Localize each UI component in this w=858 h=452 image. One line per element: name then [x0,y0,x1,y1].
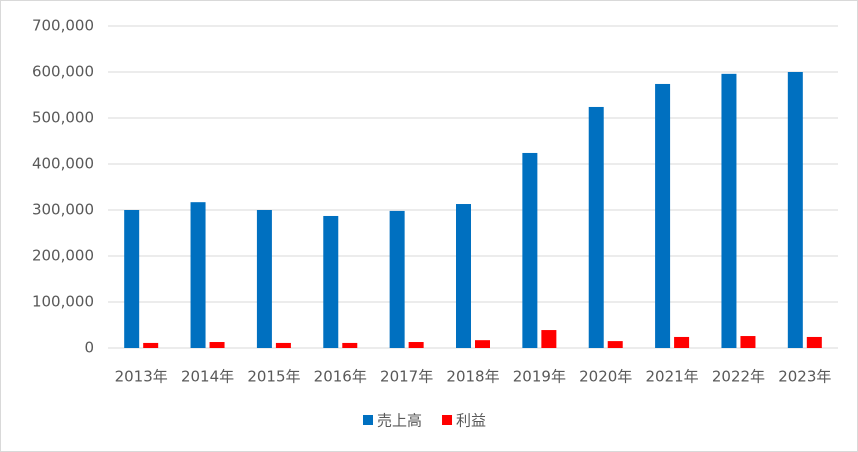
x-tick-label: 2015年 [247,368,300,386]
bar [124,210,140,348]
legend-swatch [363,415,373,425]
x-tick-label: 2019年 [513,368,566,386]
bar [456,204,471,348]
bar [256,210,272,348]
x-tick-label: 2016年 [314,368,367,386]
bar [408,342,424,348]
x-tick-label: 2023年 [778,368,831,386]
y-tick-label: 200,000 [32,247,94,265]
bar [787,72,803,348]
x-tick-label: 2018年 [446,368,499,386]
x-tick-label: 2020年 [579,368,632,386]
x-tick-label: 2014年 [181,368,234,386]
bar [190,202,206,348]
bar [323,215,339,348]
x-tick-label: 2017年 [380,368,433,386]
y-tick-label: 300,000 [32,201,94,219]
bar [522,152,538,348]
bar [607,341,623,348]
x-tick-label: 2022年 [712,368,765,386]
y-tick-label: 0 [84,339,94,357]
bar [806,336,822,348]
y-tick-label: 400,000 [32,155,94,173]
x-tick-label: 2013年 [115,368,168,386]
bar [209,342,225,348]
bar [655,83,671,349]
bar [475,340,490,348]
legend-label: 売上高 [377,412,422,430]
legend-label: 利益 [456,412,486,430]
bar [389,210,405,348]
x-tick-label: 2021年 [645,368,698,386]
bar [740,336,756,348]
y-tick-label: 600,000 [32,63,94,81]
legend-swatch [442,415,453,425]
bar [721,73,737,348]
bar [143,342,159,348]
bar [342,342,358,348]
y-tick-label: 500,000 [32,109,94,127]
bar [275,342,291,348]
y-tick-label: 100,000 [32,293,94,311]
bar [541,330,557,348]
bar [674,336,690,348]
y-tick-label: 700,000 [32,17,94,35]
bar [588,106,604,349]
